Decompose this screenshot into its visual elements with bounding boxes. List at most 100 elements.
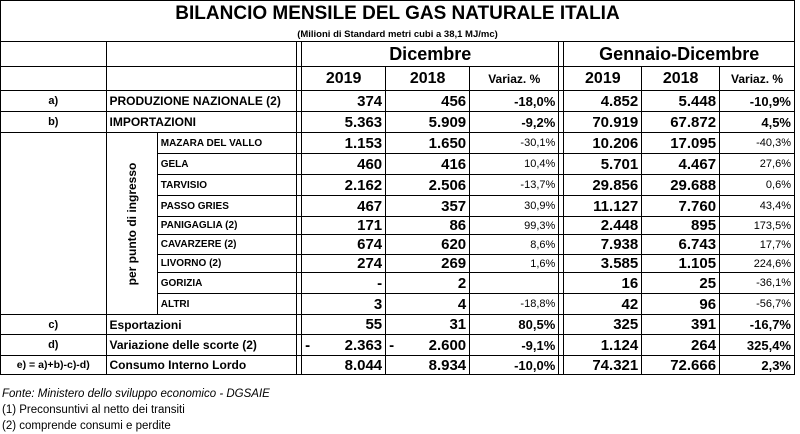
month-var-value: -13,7% [469, 174, 560, 196]
ytd-2019-value: 42 [563, 293, 643, 315]
month-2018-value: 2 [385, 272, 471, 294]
ytd-var-value: 2,3% [719, 355, 795, 375]
table-row: ALTRI 3 4 -18,8% 42 96 -56,7% [1, 293, 795, 315]
month-year-2019: 2019 [301, 66, 387, 91]
entry-point-name: ALTRI [156, 293, 298, 315]
ytd-2018-value: 264 [641, 334, 721, 356]
ytd-2019-value: 4.852 [563, 90, 643, 112]
gas-balance-table: BILANCIO MENSILE DEL GAS NATURALE ITALIA… [0, 0, 795, 375]
source-note: Fonte: Ministero dello sviluppo economic… [2, 388, 270, 400]
month-var-value: 10,4% [469, 153, 560, 175]
ytd-2018-value: 67.872 [641, 111, 721, 133]
value-text: 2.363 [344, 336, 383, 354]
side-label-text: per punto di ingresso [124, 162, 139, 285]
ytd-var-value: -10,9% [719, 90, 795, 112]
entry-point-name: PASSO GRIES [156, 195, 298, 217]
month-var-value: 80,5% [469, 314, 560, 335]
ytd-year-2019: 2019 [563, 66, 643, 91]
ytd-2019-value: 5.701 [563, 153, 643, 175]
footnote-2: (2) comprende consumi e perdite [2, 420, 171, 432]
ytd-2018-value: 4.467 [641, 153, 721, 175]
entry-point-group-label: per punto di ingresso [105, 132, 158, 315]
month-var-value: 99,3% [469, 216, 560, 235]
ytd-var-value: 27,6% [719, 153, 795, 175]
month-2018-value: 620 [385, 234, 471, 255]
month-2018-value: 31 [385, 314, 471, 335]
ytd-2018-value: 25 [641, 272, 721, 294]
table-row: PASSO GRIES 467 357 30,9% 11.127 7.760 4… [1, 195, 795, 217]
entry-point-name: PANIGAGLIA (2) [156, 216, 298, 235]
entry-point-name: TARVISIO [156, 174, 298, 196]
ytd-2019-value: 1.124 [563, 334, 643, 356]
month-header: Dicembre [301, 41, 560, 67]
month-2018-value: 4 [385, 293, 471, 315]
footnotes: Fonte: Ministero dello sviluppo economic… [2, 386, 270, 434]
month-var-value [469, 272, 560, 294]
ytd-year-2018: 2018 [641, 66, 721, 91]
ytd-2018-value: 29.688 [641, 174, 721, 196]
month-2019-value: 5.363 [301, 111, 387, 133]
month-2019-value: 2.162 [301, 174, 387, 196]
month-2018-value: 1.650 [385, 132, 471, 154]
month-2018-value: - 2.600 [385, 334, 471, 356]
blank-cell [105, 41, 298, 67]
month-2018-value: 269 [385, 254, 471, 273]
month-var-value: -18,0% [469, 90, 560, 112]
month-2019-value: 460 [301, 153, 387, 175]
blank-cell [0, 132, 107, 315]
month-2019-value: 1.153 [301, 132, 387, 154]
ytd-2018-value: 72.666 [641, 355, 721, 375]
minus-sign: - [305, 336, 311, 354]
row-label: a) [0, 90, 107, 112]
blank-cell [105, 66, 298, 91]
ytd-2019-value: 7.938 [563, 234, 643, 255]
row-name: Consumo Interno Lordo [105, 355, 298, 375]
month-var-value: -10,0% [469, 355, 560, 375]
month-year-2018: 2018 [385, 66, 471, 91]
month-var-value: -18,8% [469, 293, 560, 315]
ytd-var-value: 325,4% [719, 334, 795, 356]
ytd-var-value: -40,3% [719, 132, 795, 154]
table-title: BILANCIO MENSILE DEL GAS NATURALE ITALIA [0, 0, 795, 27]
spacer-cell [296, 355, 303, 375]
spacer-cell [558, 355, 565, 375]
month-2019-value: 3 [301, 293, 387, 315]
month-2019-value: 55 [301, 314, 387, 335]
entry-point-name: GORIZIA [156, 272, 298, 294]
value-text: 2.600 [428, 336, 467, 354]
ytd-2018-value: 96 [641, 293, 721, 315]
blank-cell [0, 66, 107, 91]
month-2018-value: 5.909 [385, 111, 471, 133]
month-2019-value: 171 [301, 216, 387, 235]
month-2019-value: 374 [301, 90, 387, 112]
ytd-2019-value: 325 [563, 314, 643, 335]
row-label: c) [0, 314, 107, 335]
table-row: c) Esportazioni 55 31 80,5% 325 391 -16,… [0, 314, 795, 335]
row-name: IMPORTAZIONI [105, 111, 298, 133]
footnote-1: (1) Preconsuntivi al netto dei transiti [2, 404, 185, 416]
table-row: LIVORNO (2) 274 269 1,6% 3.585 1.105 224… [1, 254, 795, 273]
month-2018-value: 357 [385, 195, 471, 217]
table-row: e) = a)+b)-c)-d) Consumo Interno Lordo 8… [0, 355, 795, 375]
row-name: Variazione delle scorte (2) [105, 334, 298, 356]
ytd-2018-value: 1.105 [641, 254, 721, 273]
ytd-2018-value: 6.743 [641, 234, 721, 255]
entry-point-name: GELA [156, 153, 298, 175]
month-2018-value: 86 [385, 216, 471, 235]
table-row: TARVISIO 2.162 2.506 -13,7% 29.856 29.68… [1, 174, 795, 196]
entry-point-name: LIVORNO (2) [156, 254, 298, 273]
month-2019-value: 8.044 [301, 355, 387, 375]
blank-cell [0, 41, 107, 67]
ytd-var-value: -36,1% [719, 272, 795, 294]
month-2018-value: 416 [385, 153, 471, 175]
row-label: e) = a)+b)-c)-d) [0, 355, 107, 375]
ytd-var-value: 173,5% [719, 216, 795, 235]
month-2019-value: 674 [301, 234, 387, 255]
ytd-2019-value: 16 [563, 272, 643, 294]
month-2019-value: 467 [301, 195, 387, 217]
table-row: per punto di ingresso MAZARA DEL VALLO 1… [0, 132, 795, 315]
ytd-2019-value: 10.206 [563, 132, 643, 154]
ytd-2018-value: 391 [641, 314, 721, 335]
ytd-var-header: Variaz. % [719, 66, 795, 91]
entry-point-name: MAZARA DEL VALLO [156, 132, 298, 154]
